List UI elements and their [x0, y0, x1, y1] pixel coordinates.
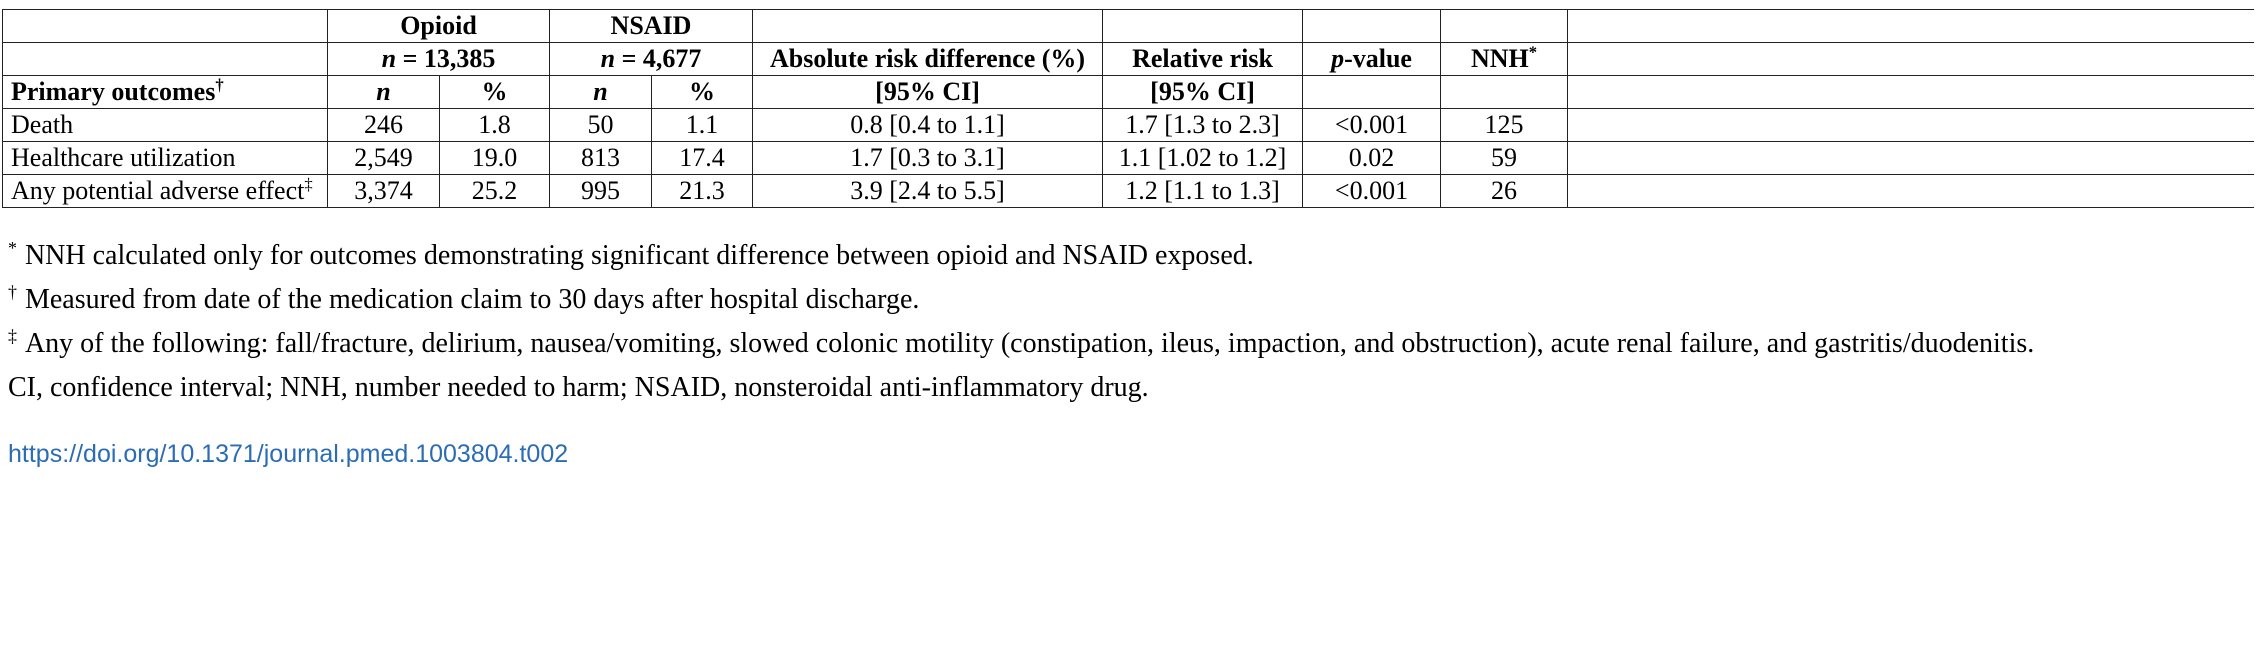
empty-corner-cell [2, 9, 328, 43]
empty-filler-cell [1567, 42, 2254, 76]
footnote-text: Any of the following: fall/fracture, del… [24, 328, 2035, 359]
empty-cell [1440, 75, 1569, 109]
empty-cell [2, 42, 328, 76]
relative-risk-column-header: Relative risk [1102, 42, 1304, 76]
opioid-pct-cell: 1.8 [439, 108, 550, 142]
opioid-group-header: Opioid [327, 9, 550, 43]
empty-cell [1440, 9, 1569, 43]
dagger-superscript: † [8, 281, 17, 302]
footnote-asterisk: * NNH calculated only for outcomes demons… [8, 234, 2182, 278]
nsaid-pct-subheader: % [650, 75, 754, 109]
outcome-row-adverse-effect: Any potential adverse effect‡ 3,374 25.2… [2, 174, 2254, 208]
nnh-cell: 125 [1440, 108, 1569, 142]
outcome-label-cell: Death [2, 108, 328, 142]
nsaid-sample-size-cell: n = 4,677 [548, 42, 754, 76]
dagger-superscript: † [215, 75, 224, 95]
footnote-text: NNH calculated only for outcomes demonst… [24, 240, 1254, 271]
ard-cell: 0.8 [0.4 to 1.1] [752, 108, 1104, 142]
outcome-row-healthcare-utilization: Healthcare utilization 2,549 19.0 813 17… [2, 141, 2254, 175]
ard-ci-subheader: [95% CI] [752, 75, 1104, 109]
nsaid-group-header: NSAID [548, 9, 754, 43]
table-page: Opioid NSAID n = 13,385 n = 4,677 Absolu… [2, 9, 2256, 469]
footnote-double-dagger: ‡ Any of the following: fall/fracture, de… [8, 322, 2182, 366]
rr-cell: 1.7 [1.3 to 2.3] [1102, 108, 1304, 142]
footnote-text: CI, confidence interval; NNH, number nee… [8, 372, 1149, 403]
empty-filler-cell [1567, 174, 2254, 208]
footnote-abbreviations: CI, confidence interval; NNH, number nee… [8, 366, 2182, 410]
doi-row: https://doi.org/10.1371/journal.pmed.100… [2, 440, 2256, 469]
outcome-label-cell: Any potential adverse effect‡ [2, 174, 328, 208]
rr-cell: 1.2 [1.1 to 1.3] [1102, 174, 1304, 208]
double-dagger-superscript: ‡ [8, 325, 17, 346]
ard-cell: 1.7 [0.3 to 3.1] [752, 141, 1104, 175]
nsaid-n-subheader: n [549, 75, 652, 109]
stub-label: Primary outcomes [11, 77, 216, 106]
opioid-sample-size-cell: n = 13,385 [327, 42, 550, 76]
outcome-row-death: Death 246 1.8 50 1.1 0.8 [0.4 to 1.1] 1.… [2, 108, 2254, 142]
sample-size-row: n = 13,385 n = 4,677 Absolute risk diffe… [2, 42, 2254, 76]
outcome-label: Healthcare utilization [11, 143, 236, 172]
pvalue-cell: <0.001 [1302, 108, 1442, 142]
nnh-cell: 26 [1440, 174, 1569, 208]
opioid-n-symbol: n [381, 44, 397, 73]
nsaid-n-symbol: n [600, 44, 616, 73]
primary-outcomes-table: Opioid NSAID n = 13,385 n = 4,677 Absolu… [2, 9, 2254, 208]
outcome-label: Death [11, 110, 74, 139]
pvalue-cell: 0.02 [1302, 141, 1442, 175]
opioid-n-subheader: n [327, 75, 440, 109]
primary-outcomes-stub-header: Primary outcomes† [2, 75, 328, 109]
nsaid-n-cell: 813 [549, 141, 652, 175]
nsaid-pct-cell: 1.1 [650, 108, 754, 142]
opioid-pct-subheader: % [439, 75, 550, 109]
empty-cell [1302, 75, 1442, 109]
empty-filler-cell [1567, 9, 2254, 43]
group-header-row: Opioid NSAID [2, 9, 2254, 43]
opioid-n-cell: 2,549 [327, 141, 440, 175]
doi-link[interactable]: https://doi.org/10.1371/journal.pmed.100… [8, 440, 569, 468]
opioid-n-cell: 246 [327, 108, 440, 142]
outcome-label-cell: Healthcare utilization [2, 141, 328, 175]
ard-column-header: Absolute risk difference (%) [752, 42, 1104, 76]
opioid-n-count: = 13,385 [396, 44, 496, 73]
empty-filler-cell [1567, 141, 2254, 175]
nsaid-pct-cell: 21.3 [650, 174, 754, 208]
rr-cell: 1.1 [1.02 to 1.2] [1102, 141, 1304, 175]
footnote-dagger: † Measured from date of the medication cl… [8, 278, 2182, 322]
empty-filler-cell [1567, 75, 2254, 109]
p-symbol: p [1331, 44, 1345, 73]
ard-cell: 3.9 [2.4 to 5.5] [752, 174, 1104, 208]
asterisk-superscript: * [1528, 42, 1538, 62]
nsaid-n-cell: 50 [549, 108, 652, 142]
opioid-pct-cell: 19.0 [439, 141, 550, 175]
pvalue-column-header: p-value [1302, 42, 1442, 76]
subheader-row: Primary outcomes† n % n % [95% CI] [95% … [2, 75, 2254, 109]
nsaid-n-cell: 995 [549, 174, 652, 208]
nsaid-n-count: = 4,677 [615, 44, 702, 73]
empty-filler-cell [1567, 108, 2254, 142]
nsaid-pct-cell: 17.4 [650, 141, 754, 175]
opioid-n-cell: 3,374 [327, 174, 440, 208]
empty-cell [1302, 9, 1442, 43]
outcome-label: Any potential adverse effect [11, 176, 305, 205]
nnh-column-header: NNH* [1440, 42, 1569, 76]
empty-cell [752, 9, 1104, 43]
nnh-cell: 59 [1440, 141, 1569, 175]
empty-cell [1102, 9, 1304, 43]
table-footnotes: * NNH calculated only for outcomes demons… [2, 234, 2182, 410]
asterisk-superscript: * [8, 237, 17, 258]
footnote-text: Measured from date of the medication cla… [24, 284, 920, 315]
nnh-label: NNH [1470, 44, 1529, 73]
p-suffix: -value [1344, 44, 1412, 73]
opioid-pct-cell: 25.2 [439, 174, 550, 208]
rr-ci-subheader: [95% CI] [1102, 75, 1304, 109]
double-dagger-superscript: ‡ [304, 174, 313, 194]
pvalue-cell: <0.001 [1302, 174, 1442, 208]
